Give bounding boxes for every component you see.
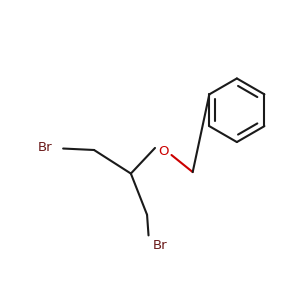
Text: O: O — [158, 145, 169, 158]
Text: Br: Br — [38, 141, 53, 154]
Text: Br: Br — [153, 239, 168, 252]
